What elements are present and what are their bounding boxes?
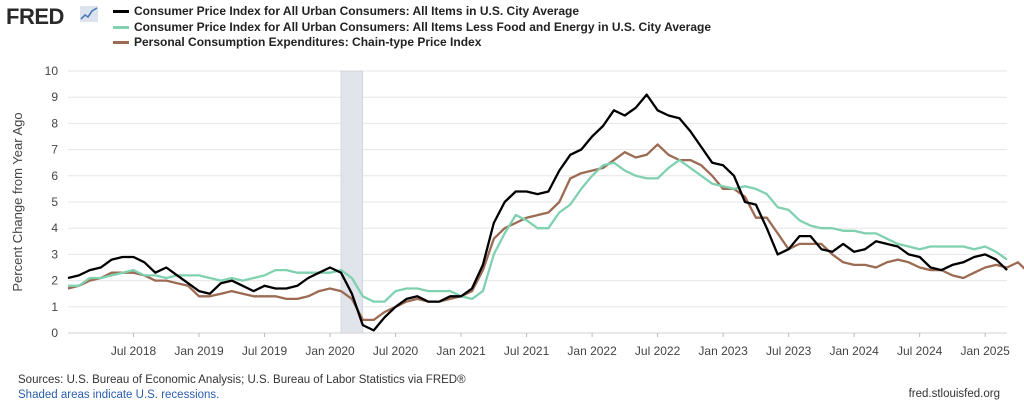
x-tick-label-2020-07: Jul 2020	[373, 344, 419, 358]
y-tick-label-8: 8	[51, 116, 58, 130]
x-tick-label-2023-01: Jan 2023	[698, 344, 748, 358]
y-tick-label-3: 3	[51, 247, 58, 261]
series-line-0	[67, 93, 1008, 332]
x-tick-label-2018-07: Jul 2018	[111, 344, 157, 358]
legend-label-core-cpi: Consumer Price Index for All Urban Consu…	[134, 19, 712, 34]
x-tick-label-2019-07: Jul 2019	[242, 344, 288, 358]
fred-chart-icon	[80, 6, 98, 22]
y-tick-label-1: 1	[51, 300, 58, 314]
legend-swatch-cpi	[113, 10, 129, 14]
fred-logo[interactable]: FRED	[6, 4, 64, 29]
sources-text: Sources: U.S. Bureau of Economic Analysi…	[18, 374, 466, 386]
legend-swatch-core-cpi	[113, 25, 129, 29]
x-tick-label-2019-01: Jan 2019	[174, 344, 224, 358]
series-line-2	[67, 143, 1024, 322]
line-chart: 0 1 2 3 4 5 6 7 8 9 10 Jul 2018 Jan 2019 Jul 2019 Jan…	[10, 64, 1024, 358]
legend-swatch-pce	[113, 41, 129, 45]
x-tick-label-2022-07: Jul 2022	[635, 344, 681, 358]
x-tick-label-2020-01: Jan 2020	[305, 344, 355, 358]
y-tick-label-2: 2	[51, 274, 58, 288]
series-line-1	[68, 158, 1008, 303]
y-tick-label-10: 10	[45, 64, 59, 78]
y-tick-label-9: 9	[51, 90, 58, 104]
y-axis-ticks: 0 1 2 3 4 5 6 7 8 9 10	[45, 64, 59, 340]
y-tick-label-0: 0	[51, 326, 58, 340]
x-tick-label-2024-07: Jul 2024	[897, 344, 943, 358]
footer-sources: Sources: U.S. Bureau of Economic Analysi…	[18, 373, 466, 403]
recession-shading	[340, 70, 364, 334]
chart-legend: Consumer Price Index for All Urban Consu…	[113, 4, 711, 51]
x-tick-label-2024-01: Jan 2024	[829, 344, 879, 358]
y-tick-label-5: 5	[51, 195, 58, 209]
legend-label-cpi: Consumer Price Index for All Urban Consu…	[134, 4, 579, 18]
x-axis-ticks: Jul 2018 Jan 2019 Jul 2019 Jan 2020 Jul 2020…	[111, 333, 1010, 358]
x-tick-label-2023-07: Jul 2023	[766, 344, 812, 358]
site-url[interactable]: fred.stlouisfed.org	[908, 388, 1000, 400]
legend-item-cpi[interactable]: Consumer Price Index for All Urban Consu…	[113, 4, 711, 20]
recession-note[interactable]: Shaded areas indicate U.S. recessions.	[18, 389, 220, 401]
x-tick-label-2025-01: Jan 2025	[960, 344, 1010, 358]
x-tick-label-2022-01: Jan 2022	[567, 344, 617, 358]
y-tick-label-7: 7	[51, 143, 58, 157]
x-tick-label-2021-01: Jan 2021	[436, 344, 486, 358]
x-tick-label-2021-07: Jul 2021	[504, 344, 550, 358]
series-lines	[67, 93, 1024, 332]
legend-item-pce[interactable]: Personal Consumption Expenditures: Chain…	[113, 35, 711, 51]
legend-label-pce: Personal Consumption Expenditures: Chain…	[134, 35, 482, 49]
y-axis-label: Percent Change from Year Ago	[10, 112, 25, 291]
legend-item-core-cpi[interactable]: Consumer Price Index for All Urban Consu…	[113, 20, 711, 36]
recession-band-0	[340, 70, 364, 334]
y-tick-label-4: 4	[51, 221, 58, 235]
y-tick-label-6: 6	[51, 169, 58, 183]
